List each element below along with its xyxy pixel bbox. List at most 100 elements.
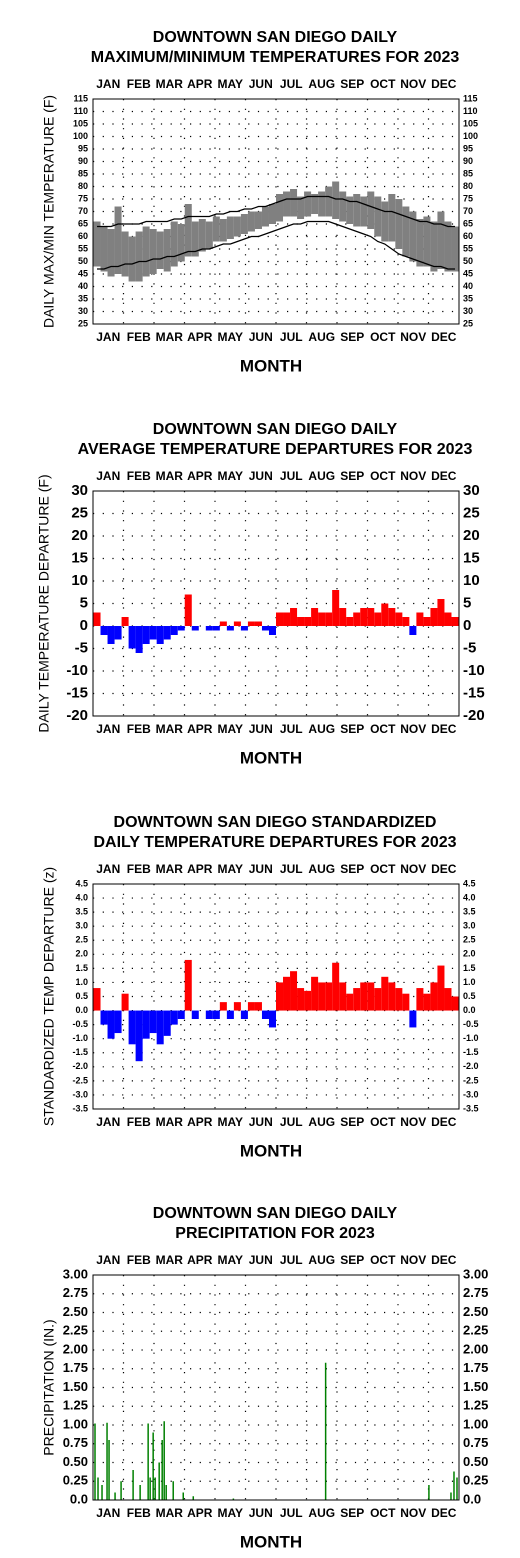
- y-tick-label: 3.5: [75, 907, 88, 917]
- bar: [120, 1481, 122, 1500]
- y-tick-label: 4.0: [463, 892, 476, 902]
- temperature-range: [121, 231, 129, 277]
- temperature-range: [149, 229, 157, 274]
- y-tick-label: 0.5: [75, 991, 88, 1001]
- bar: [416, 988, 424, 1011]
- bar: [114, 1010, 122, 1034]
- month-label: JAN: [96, 1115, 120, 1129]
- bar: [453, 1471, 455, 1500]
- temperature-range: [268, 204, 276, 224]
- y-tick-label: 100: [73, 131, 88, 141]
- chart-title: DOWNTOWN SAN DIEGO DAILY: [153, 29, 398, 46]
- bar: [451, 617, 459, 626]
- temperature-range: [135, 231, 143, 282]
- y-tick-label: -3.5: [72, 1103, 88, 1113]
- month-label: AUG: [308, 1115, 335, 1129]
- temperature-range: [346, 196, 354, 224]
- y-tick-label: 1.5: [463, 963, 476, 973]
- month-label: JUN: [249, 1253, 273, 1267]
- chart-title: DOWNTOWN SAN DIEGO DAILY: [153, 1205, 398, 1222]
- y-axis-title: DAILY MAX/MIN TEMPERATURE (F): [41, 95, 57, 328]
- temperature-range: [254, 211, 262, 229]
- bar: [437, 599, 445, 626]
- x-axis-title: MONTH: [240, 1532, 302, 1551]
- y-tick-label: -20: [463, 707, 485, 724]
- month-label: DEC: [431, 77, 457, 91]
- bar: [121, 993, 129, 1011]
- y-axis-title: STANDARDIZED TEMP DEPARTURE (z): [41, 867, 57, 1126]
- y-tick-label: 2.25: [63, 1323, 88, 1338]
- y-tick-label: 5: [463, 594, 471, 611]
- month-label: MAY: [217, 862, 243, 876]
- bar: [318, 982, 326, 1011]
- month-label: FEB: [127, 469, 151, 483]
- y-tick-label: -3.0: [463, 1089, 479, 1099]
- y-tick-label: 3.5: [463, 907, 476, 917]
- y-tick-label: 1.0: [75, 977, 88, 987]
- chart: DOWNTOWN SAN DIEGO DAILY AVERAGE TEMPERAT…: [36, 421, 485, 767]
- temperature-range: [423, 216, 431, 267]
- y-tick-label: 0.0: [75, 1005, 88, 1015]
- bar: [268, 626, 276, 635]
- chart: DOWNTOWN SAN DIEGO DAILY MAXIMUM/MINIMUM …: [41, 29, 478, 375]
- y-tick-label: -10: [463, 662, 485, 679]
- bar: [318, 612, 326, 626]
- bar: [184, 959, 192, 1011]
- bar: [325, 982, 333, 1011]
- y-tick-label: 0: [80, 617, 88, 634]
- month-label: JUN: [249, 469, 273, 483]
- temperature-range: [261, 206, 269, 227]
- y-tick-label: 75: [78, 193, 88, 203]
- month-label: JUL: [280, 330, 303, 344]
- temperature-range: [311, 194, 319, 214]
- y-tick-label: 45: [463, 268, 473, 278]
- month-label: APR: [187, 1115, 213, 1129]
- temperature-range: [290, 189, 298, 217]
- bar: [444, 612, 452, 626]
- month-label: OCT: [370, 1115, 396, 1129]
- month-label: JUN: [249, 77, 273, 91]
- normal-line: [97, 195, 455, 228]
- month-label: AUG: [308, 469, 335, 483]
- bar: [149, 626, 157, 640]
- y-tick-label: 1.0: [463, 977, 476, 987]
- temperature-range: [325, 186, 333, 217]
- month-label: AUG: [308, 330, 335, 344]
- y-tick-label: 2.0: [75, 949, 88, 959]
- bar: [290, 608, 298, 626]
- bar: [261, 1010, 269, 1019]
- y-tick-label: 40: [78, 281, 88, 291]
- month-label: MAR: [156, 1506, 184, 1520]
- bar: [205, 1010, 213, 1019]
- bar: [402, 993, 410, 1011]
- bar: [381, 603, 389, 626]
- bar: [158, 1462, 160, 1500]
- y-tick-label: -0.5: [72, 1019, 88, 1029]
- y-tick-label: 25: [78, 318, 88, 328]
- bar: [219, 1002, 227, 1011]
- month-label: JAN: [96, 1253, 120, 1267]
- y-tick-label: -2.0: [72, 1061, 88, 1071]
- y-tick-label: 3.00: [63, 1266, 88, 1281]
- y-tick-label: 0.50: [463, 1454, 488, 1469]
- bar: [324, 1362, 327, 1500]
- y-tick-label: 80: [78, 181, 88, 191]
- y-tick-label: 55: [463, 243, 473, 253]
- bar: [191, 626, 199, 631]
- bar: [101, 1485, 103, 1500]
- chart-title: PRECIPITATION FOR 2023: [175, 1225, 375, 1242]
- temperature-range: [240, 214, 248, 234]
- bar: [205, 626, 213, 631]
- temperature-range: [304, 191, 312, 217]
- bar: [106, 1422, 108, 1500]
- y-tick-label: 1.50: [463, 1379, 488, 1394]
- y-tick-label: 2.00: [463, 1341, 488, 1356]
- chart-title: AVERAGE TEMPERATURE DEPARTURES FOR 2023: [78, 441, 473, 458]
- y-tick-label: 25: [463, 504, 480, 521]
- y-tick-label: 0.75: [63, 1435, 88, 1450]
- bar: [93, 988, 101, 1011]
- temperature-range: [93, 221, 101, 267]
- month-label: JUL: [280, 862, 303, 876]
- y-tick-label: 70: [78, 206, 88, 216]
- temperature-range: [276, 194, 284, 222]
